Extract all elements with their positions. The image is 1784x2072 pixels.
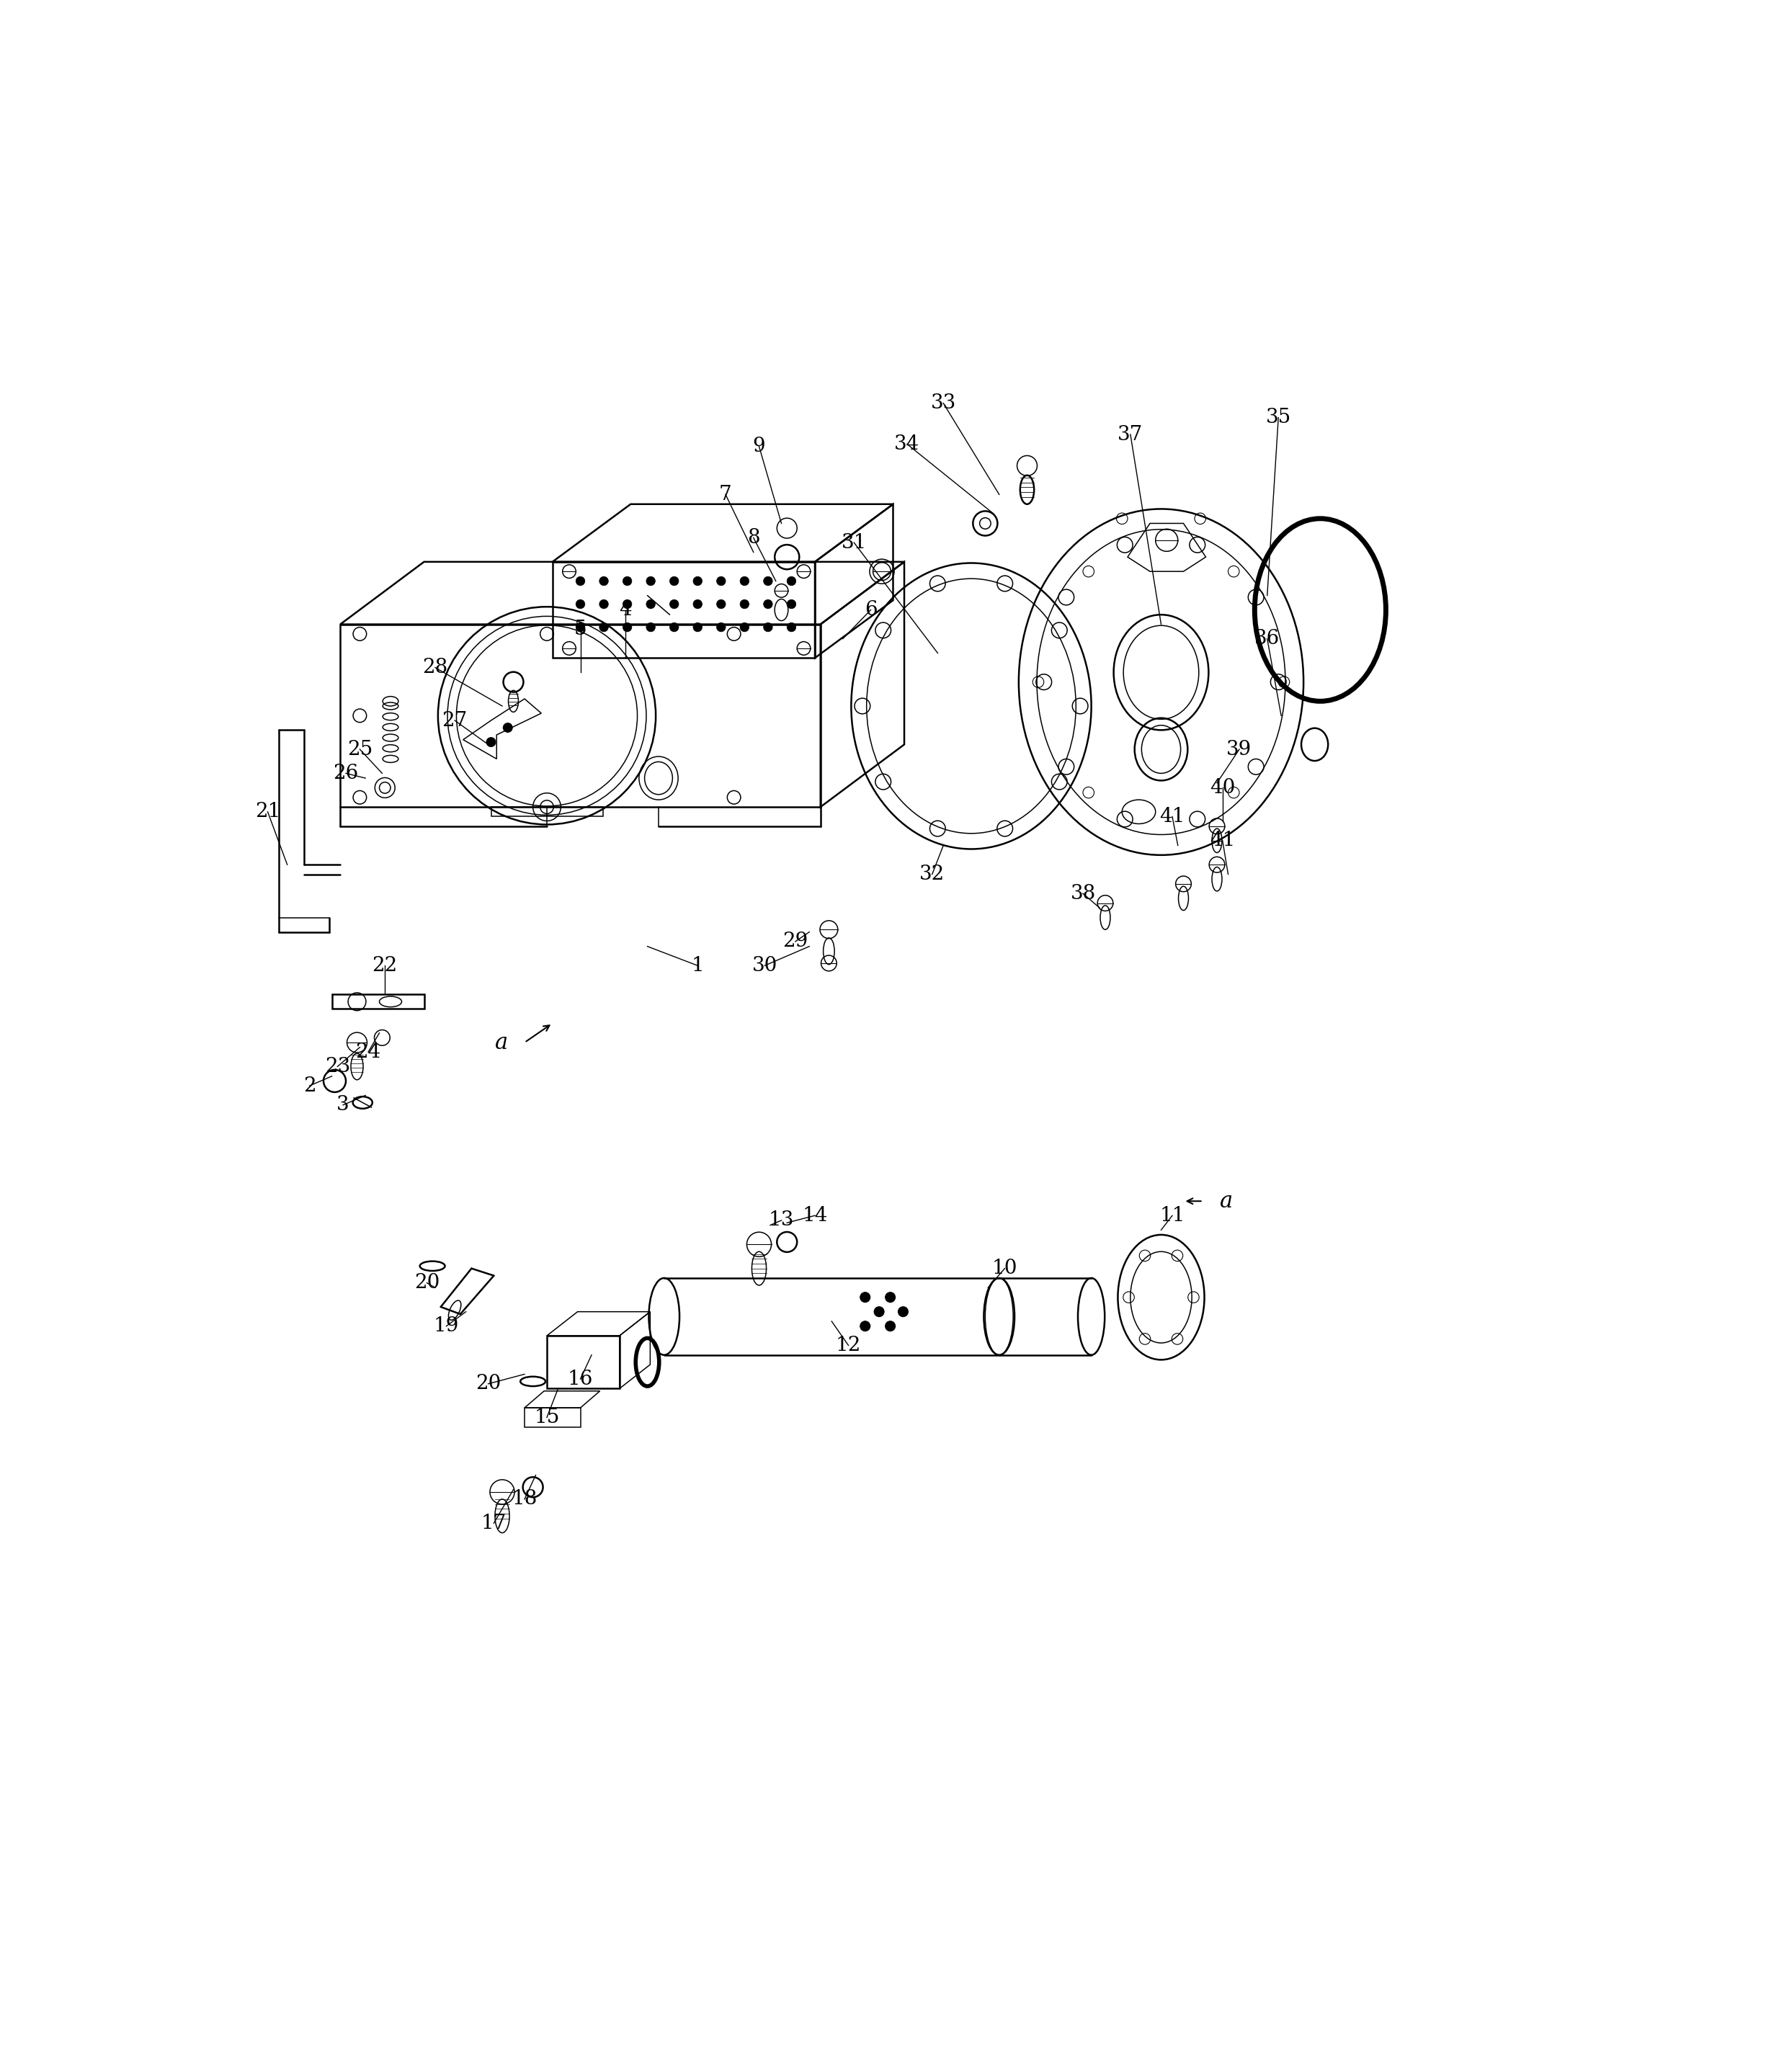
Circle shape — [646, 576, 655, 586]
Circle shape — [717, 624, 726, 632]
Text: 16: 16 — [567, 1370, 592, 1388]
Text: 9: 9 — [753, 437, 765, 456]
Circle shape — [740, 599, 749, 609]
Circle shape — [576, 624, 585, 632]
Text: 1: 1 — [690, 955, 705, 976]
Text: 2: 2 — [303, 1075, 316, 1096]
Circle shape — [787, 624, 796, 632]
Circle shape — [740, 624, 749, 632]
Circle shape — [885, 1293, 896, 1303]
Circle shape — [599, 576, 608, 586]
Circle shape — [694, 576, 703, 586]
Circle shape — [787, 576, 796, 586]
Text: 7: 7 — [719, 485, 731, 503]
Circle shape — [576, 576, 585, 586]
Text: 36: 36 — [1254, 630, 1279, 649]
Circle shape — [623, 599, 632, 609]
Text: 10: 10 — [992, 1258, 1017, 1278]
Circle shape — [623, 576, 632, 586]
Text: 30: 30 — [751, 955, 778, 976]
Circle shape — [669, 576, 678, 586]
Circle shape — [599, 624, 608, 632]
Text: 22: 22 — [373, 955, 398, 976]
Text: 32: 32 — [919, 864, 946, 885]
Text: 25: 25 — [348, 740, 373, 758]
Text: a: a — [494, 1032, 508, 1055]
Text: 26: 26 — [334, 765, 359, 783]
Text: 12: 12 — [835, 1336, 862, 1355]
Circle shape — [717, 599, 726, 609]
Text: 15: 15 — [533, 1407, 560, 1428]
Circle shape — [646, 599, 655, 609]
Text: a: a — [1220, 1189, 1233, 1212]
Text: 41: 41 — [1160, 806, 1185, 827]
Text: 41: 41 — [1210, 831, 1235, 850]
Circle shape — [860, 1293, 871, 1303]
Text: 3: 3 — [337, 1096, 350, 1115]
Circle shape — [669, 599, 678, 609]
Circle shape — [787, 599, 796, 609]
Text: 13: 13 — [769, 1210, 794, 1231]
Text: 6: 6 — [865, 601, 878, 620]
Circle shape — [717, 576, 726, 586]
Text: 17: 17 — [482, 1513, 507, 1533]
Text: 31: 31 — [842, 533, 867, 553]
Text: 37: 37 — [1117, 425, 1144, 443]
Text: 33: 33 — [931, 394, 956, 412]
Text: 20: 20 — [476, 1374, 501, 1394]
Text: 29: 29 — [783, 932, 808, 951]
Text: 24: 24 — [355, 1042, 380, 1061]
Text: 35: 35 — [1265, 408, 1292, 427]
Circle shape — [646, 624, 655, 632]
Text: 20: 20 — [414, 1272, 439, 1293]
Text: 18: 18 — [512, 1490, 537, 1508]
Circle shape — [764, 599, 772, 609]
Circle shape — [860, 1322, 871, 1330]
Text: 11: 11 — [1160, 1206, 1185, 1225]
Text: 39: 39 — [1227, 740, 1252, 758]
Text: 21: 21 — [255, 802, 280, 821]
Text: 34: 34 — [894, 435, 921, 454]
Text: 5: 5 — [574, 620, 587, 638]
Text: 23: 23 — [325, 1057, 350, 1075]
Text: 27: 27 — [442, 711, 467, 729]
Circle shape — [503, 723, 512, 731]
Circle shape — [885, 1322, 896, 1330]
Circle shape — [487, 738, 496, 746]
Text: 38: 38 — [1070, 885, 1095, 903]
Circle shape — [740, 576, 749, 586]
Circle shape — [764, 576, 772, 586]
Circle shape — [669, 624, 678, 632]
Circle shape — [380, 781, 391, 794]
Text: 19: 19 — [434, 1316, 458, 1336]
Circle shape — [764, 624, 772, 632]
Text: 28: 28 — [423, 657, 448, 678]
Circle shape — [897, 1307, 908, 1316]
Circle shape — [623, 624, 632, 632]
Text: 14: 14 — [803, 1206, 828, 1225]
Circle shape — [694, 624, 703, 632]
Circle shape — [576, 599, 585, 609]
Text: 4: 4 — [619, 601, 632, 620]
Text: 40: 40 — [1210, 777, 1235, 798]
Circle shape — [874, 1307, 885, 1316]
Text: 8: 8 — [747, 528, 760, 547]
Circle shape — [694, 599, 703, 609]
Circle shape — [599, 599, 608, 609]
